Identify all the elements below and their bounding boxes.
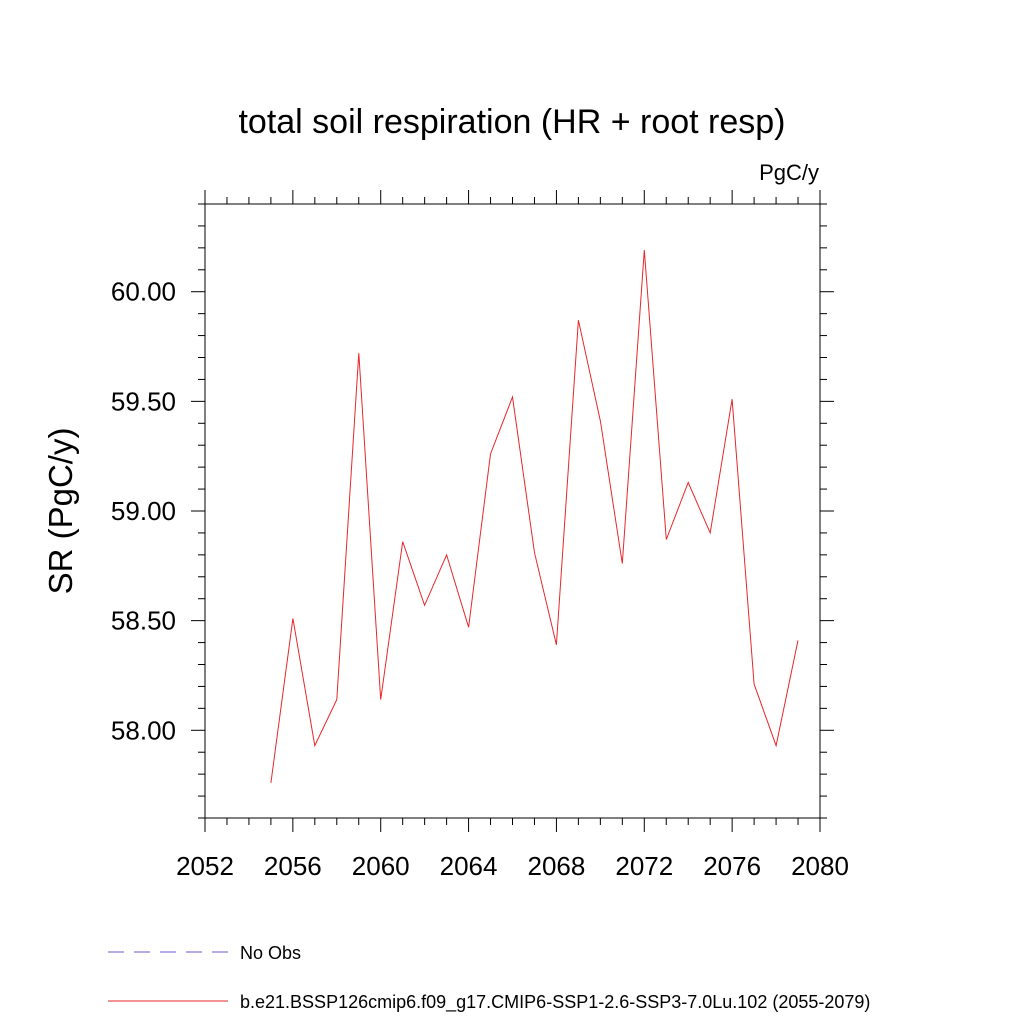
legend-label: No Obs (240, 943, 301, 963)
y-tick-label: 59.00 (111, 496, 176, 526)
x-tick-label: 2060 (352, 851, 410, 881)
plot-frame (204, 203, 821, 819)
y-tick-label: 58.00 (111, 715, 176, 745)
legend-label: b.e21.BSSP126cmip6.f09_g17.CMIP6-SSP1-2.… (240, 992, 870, 1013)
series-layer (270, 250, 799, 783)
series-line (270, 250, 799, 783)
y-tick-label: 60.00 (111, 277, 176, 307)
legend: No Obs b.e21.BSSP126cmip6.f09_g17.CMIP6-S… (108, 943, 870, 1013)
y-axis-label: SR (PgC/y) (42, 428, 79, 595)
x-tick-label: 2052 (176, 851, 234, 881)
x-tick-label: 2076 (703, 851, 761, 881)
x-tick-label: 2064 (440, 851, 498, 881)
x-axis: 2052 2056 2060 2064 2068 2072 2076 2080 (176, 190, 849, 881)
x-tick-label: 2080 (791, 851, 849, 881)
y-tick-label: 59.50 (111, 386, 176, 416)
y-tick-label: 58.50 (111, 606, 176, 636)
y-axis: 58.00 58.50 59.00 59.50 60.00 (111, 203, 834, 819)
x-tick-label: 2056 (264, 851, 322, 881)
chart-title: total soil respiration (HR + root resp) (238, 103, 785, 141)
x-tick-label: 2068 (528, 851, 586, 881)
units-label: PgC/y (759, 160, 819, 185)
x-tick-label: 2072 (615, 851, 673, 881)
